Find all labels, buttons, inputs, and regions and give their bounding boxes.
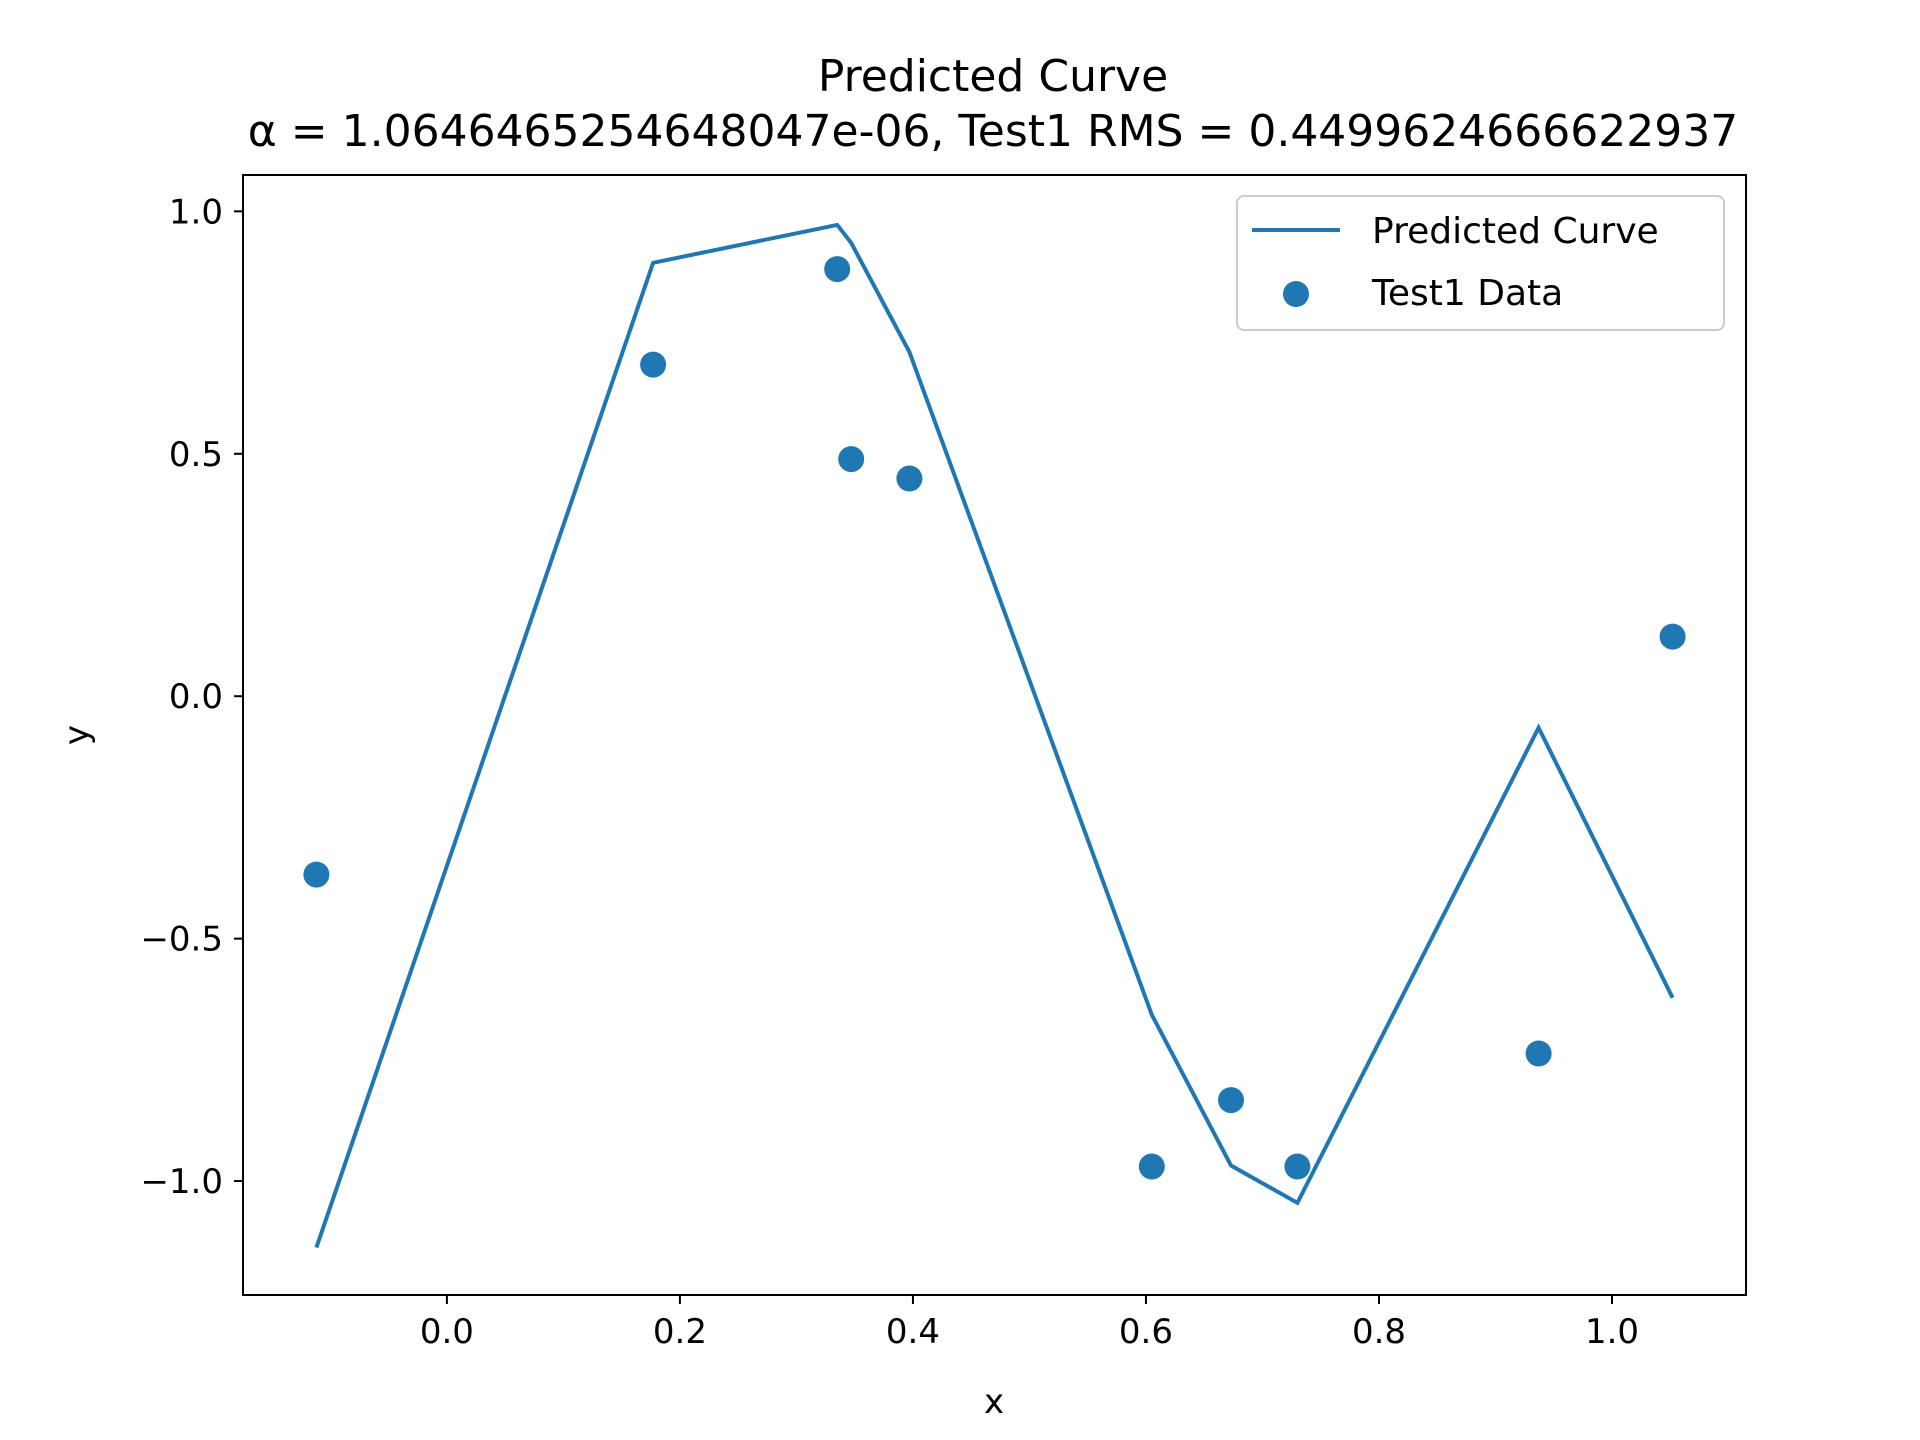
- test1-data-point: [303, 861, 330, 888]
- test1-data-point: [896, 465, 923, 492]
- test1-data-point: [1284, 1153, 1311, 1180]
- test1-data-point: [824, 256, 851, 283]
- y-axis-label: y: [57, 725, 97, 745]
- y-tick-label: 1.0: [169, 192, 223, 232]
- test1-data-point: [1659, 623, 1686, 650]
- x-tick-label: 0.6: [1119, 1312, 1173, 1352]
- test1-data-point: [1525, 1040, 1552, 1067]
- test1-data-point: [640, 351, 667, 378]
- y-tick-label: 0.0: [169, 677, 223, 717]
- legend-label-test1-data: Test1 Data: [1371, 273, 1563, 314]
- legend-box: [1236, 195, 1725, 331]
- x-axis-ticks: 0.0 0.2 0.4 0.6 0.8 1.0: [420, 1295, 1639, 1352]
- y-tick-label: 0.5: [169, 435, 223, 475]
- axes-frame: [242, 174, 1747, 1296]
- legend: Predicted Curve Test1 Data: [1236, 195, 1725, 331]
- x-tick-label: 0.8: [1352, 1312, 1406, 1352]
- y-tick-label: −1.0: [140, 1162, 223, 1202]
- predicted-curve-line: [314, 222, 1675, 1249]
- legend-label-predicted-curve: Predicted Curve: [1372, 211, 1659, 252]
- test1-data-point: [1138, 1153, 1165, 1180]
- test1-data-point: [1218, 1087, 1244, 1114]
- legend-marker-swatch: [1283, 281, 1309, 307]
- test1-data-point: [838, 446, 865, 473]
- chart-subtitle: α = 1.0646465254648047e-06, Test1 RMS = …: [248, 106, 1738, 157]
- y-axis-ticks: 1.0 0.5 0.0 −0.5 −1.0: [140, 192, 243, 1202]
- x-tick-label: 0.0: [420, 1312, 474, 1352]
- x-tick-label: 0.4: [886, 1312, 940, 1352]
- chart-title: Predicted Curve: [818, 51, 1168, 102]
- x-axis-label: x: [984, 1382, 1004, 1422]
- x-tick-label: 1.0: [1585, 1312, 1639, 1352]
- y-tick-label: −0.5: [140, 920, 223, 960]
- plot-area: [303, 222, 1686, 1249]
- x-tick-label: 0.2: [653, 1312, 707, 1352]
